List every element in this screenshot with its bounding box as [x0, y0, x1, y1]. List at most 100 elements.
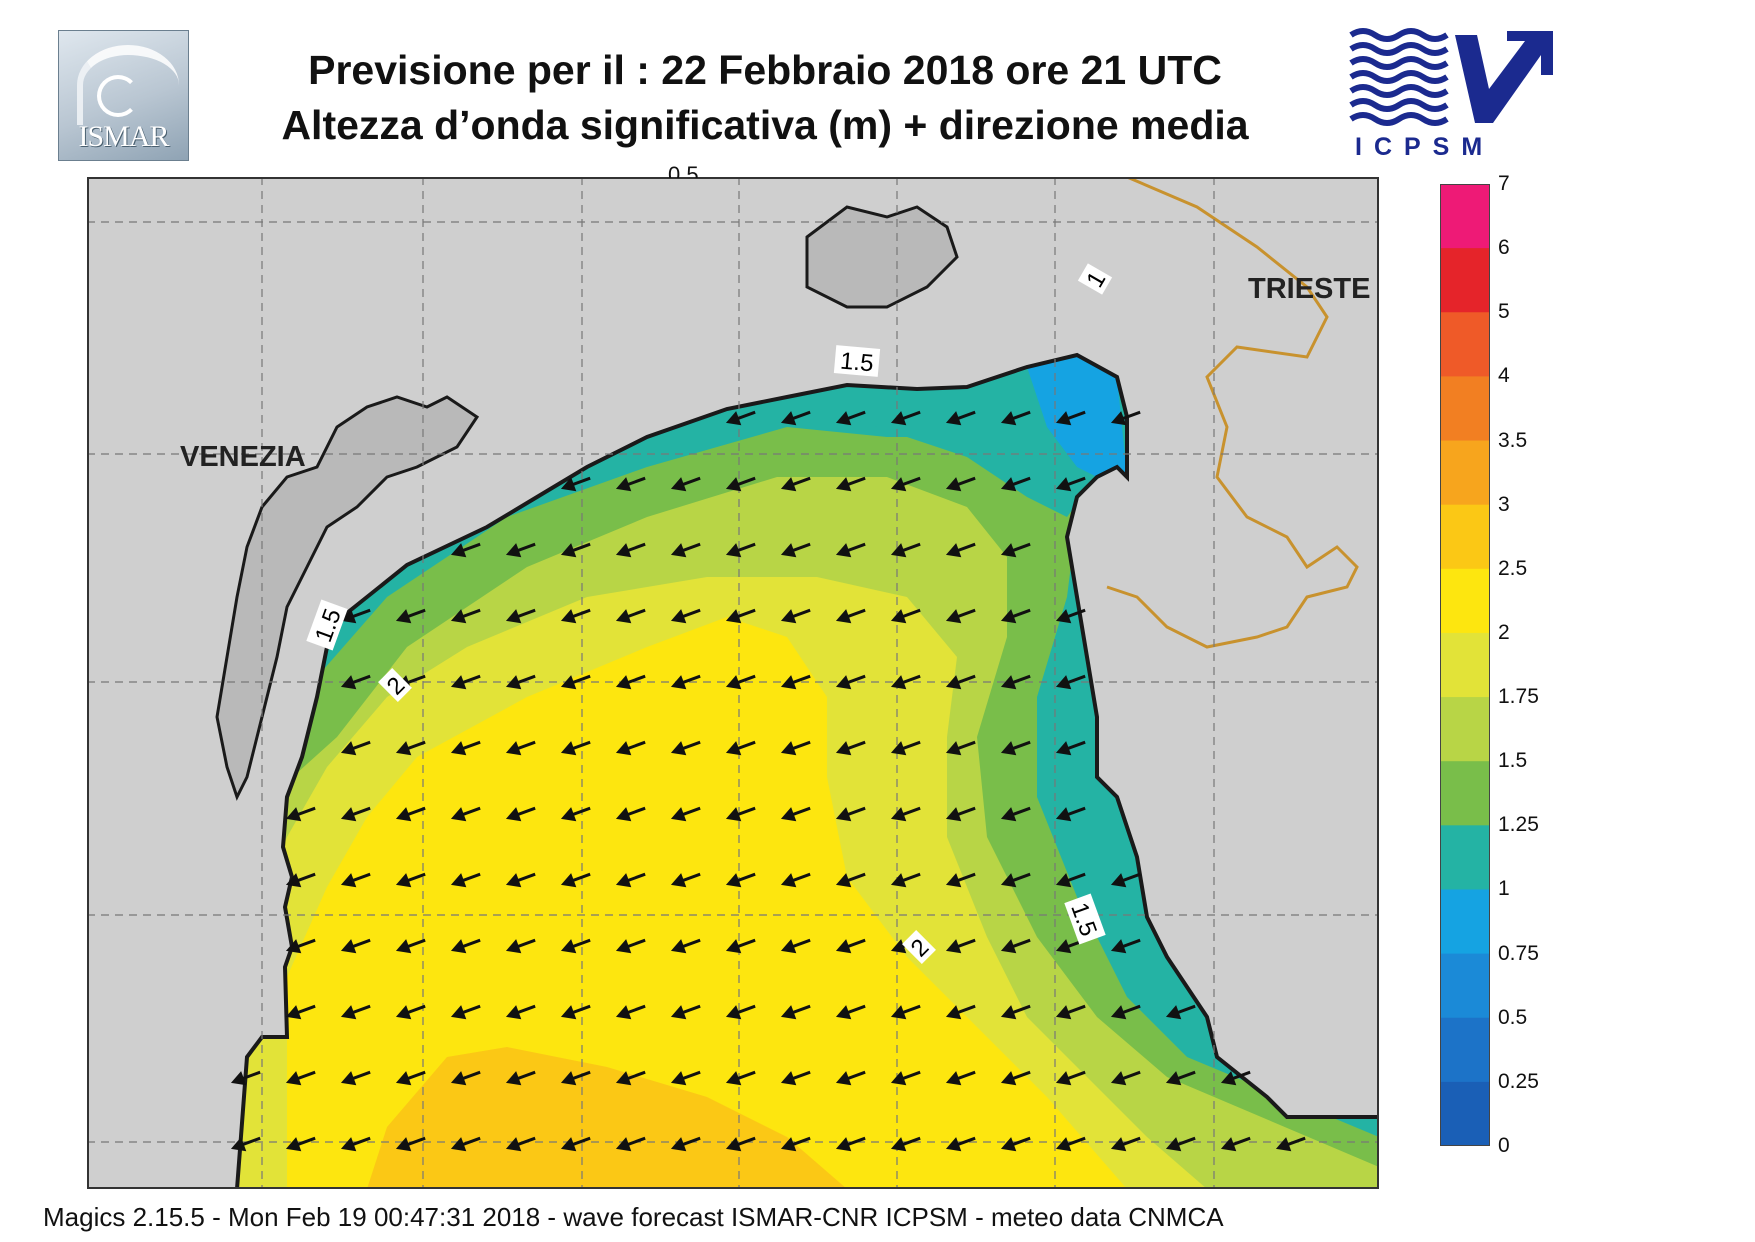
colorbar-tick-label: 6 [1498, 236, 1510, 260]
direction-arrow [450, 872, 481, 888]
direction-arrow [395, 1136, 426, 1152]
direction-arrow [670, 476, 701, 492]
direction-arrow [340, 938, 371, 954]
city-label-trieste: TRIESTE [1248, 273, 1371, 305]
direction-arrow [615, 1070, 646, 1086]
direction-arrow [285, 1136, 316, 1152]
direction-arrow [450, 608, 481, 624]
colorbar-tick-label: 0 [1498, 1134, 1510, 1157]
direction-arrow [285, 938, 316, 954]
direction-arrow [780, 476, 811, 492]
direction-arrow [1055, 1070, 1086, 1086]
direction-arrow [1000, 740, 1031, 756]
ismar-logo: ISMAR [58, 30, 189, 161]
direction-arrow [285, 1004, 316, 1020]
direction-arrow [285, 806, 316, 822]
colorbar-band [1440, 184, 1490, 249]
direction-arrow [670, 806, 701, 822]
direction-arrow [945, 740, 976, 756]
direction-arrow [835, 542, 866, 558]
direction-arrow [560, 872, 591, 888]
direction-arrow [835, 1070, 866, 1086]
wave-height-map: 1 1.5 1.5 2 1.5 2 [87, 177, 1379, 1189]
direction-arrow [285, 1070, 316, 1086]
colorbar-tick-label: 0.25 [1498, 1069, 1539, 1093]
direction-arrow [1000, 410, 1031, 426]
direction-arrow [340, 872, 371, 888]
direction-arrow [450, 1070, 481, 1086]
country-border [1106, 177, 1359, 649]
direction-arrow [780, 872, 811, 888]
colorbar-band [1440, 568, 1490, 634]
direction-arrow [670, 608, 701, 624]
direction-arrow [340, 1136, 371, 1152]
direction-arrow [1110, 872, 1141, 888]
direction-arrow [1055, 608, 1086, 624]
direction-arrow [560, 938, 591, 954]
direction-arrow [615, 674, 646, 690]
direction-arrow [505, 740, 536, 756]
ismar-logo-text: ISMAR [78, 120, 169, 153]
direction-arrow [945, 542, 976, 558]
direction-arrow [1055, 674, 1086, 690]
colorbar-band [1440, 953, 1490, 1019]
direction-arrow [890, 674, 921, 690]
direction-arrow [725, 872, 756, 888]
direction-arrow [450, 1004, 481, 1020]
direction-arrow [505, 542, 536, 558]
direction-arrow [835, 806, 866, 822]
direction-arrow [780, 1070, 811, 1086]
direction-arrow [1055, 806, 1086, 822]
colorbar-tick-label: 1 [1498, 877, 1510, 901]
direction-arrow [615, 740, 646, 756]
direction-arrow [1165, 1070, 1196, 1086]
direction-arrow [615, 476, 646, 492]
direction-arrow [670, 1004, 701, 1020]
colorbar-band [1440, 761, 1490, 826]
direction-arrow [395, 1004, 426, 1020]
direction-arrow [560, 1004, 591, 1020]
direction-arrow [450, 938, 481, 954]
direction-arrow [670, 542, 701, 558]
direction-arrow [505, 608, 536, 624]
direction-arrow [340, 1070, 371, 1086]
direction-arrow [1110, 1004, 1141, 1020]
footer-credits: Magics 2.15.5 - Mon Feb 19 00:47:31 2018… [43, 1202, 1224, 1232]
direction-arrow [725, 1136, 756, 1152]
direction-arrow [340, 740, 371, 756]
direction-arrow [230, 1136, 261, 1152]
direction-arrow [1110, 410, 1141, 426]
direction-arrow [615, 542, 646, 558]
direction-arrow [945, 1004, 976, 1020]
lagoon-islands [215, 205, 959, 801]
direction-arrow [1000, 938, 1031, 954]
colorbar-band [1440, 889, 1490, 955]
direction-arrow [780, 938, 811, 954]
direction-arrow [945, 608, 976, 624]
direction-arrow [835, 674, 866, 690]
direction-arrow [615, 872, 646, 888]
forecast-subtitle: Altezza d’onda significativa (m) + direz… [281, 102, 1249, 148]
direction-arrow [1055, 1004, 1086, 1020]
colorbar-tick-label: 3.5 [1498, 428, 1528, 452]
direction-arrow [670, 938, 701, 954]
direction-arrow [340, 674, 371, 690]
direction-arrow [615, 806, 646, 822]
direction-arrow [670, 872, 701, 888]
direction-arrow [725, 740, 756, 756]
colorbar-band [1440, 376, 1490, 442]
direction-arrow [890, 1070, 921, 1086]
direction-arrow [560, 1070, 591, 1086]
direction-arrow [450, 542, 481, 558]
colorbar-tick-label: 7 [1498, 172, 1510, 195]
icpsm-waves-arrow-icon [1349, 28, 1553, 126]
direction-arrow [340, 608, 371, 624]
direction-arrow [1000, 476, 1031, 492]
direction-arrow [780, 410, 811, 426]
direction-arrow [945, 872, 976, 888]
direction-arrow [1000, 1004, 1031, 1020]
direction-arrow [725, 1004, 756, 1020]
direction-arrow [1220, 1136, 1251, 1152]
direction-arrow [890, 872, 921, 888]
direction-arrow [615, 1004, 646, 1020]
